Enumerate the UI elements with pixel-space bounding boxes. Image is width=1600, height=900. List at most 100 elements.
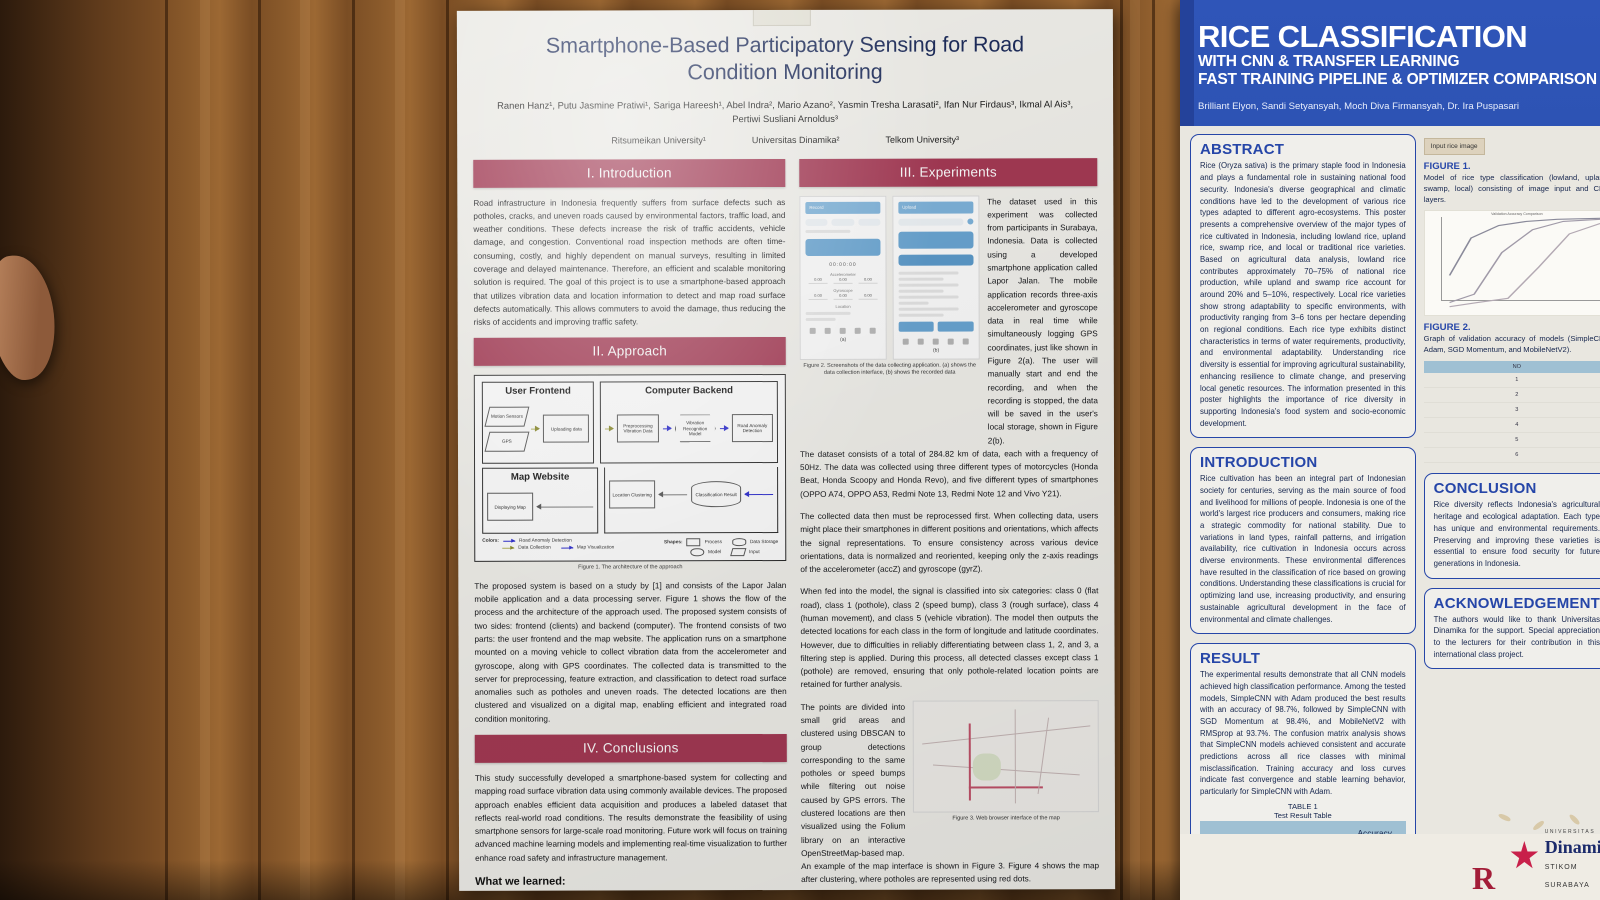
section-header-conclusions: IV. Conclusions [474, 734, 787, 763]
approach-text: The proposed system is based on a study … [474, 580, 787, 724]
app-label-b: (b) [932, 347, 940, 354]
introduction-text: Road infrastructure in Indonesia frequen… [473, 197, 786, 327]
shape-process-icon [686, 538, 701, 547]
shape-input-icon [729, 548, 747, 557]
app-record-header: Record [805, 201, 881, 214]
poster-road-authors: Ranen Hanz¹, Putu Jasmine Pratiwi¹, Sari… [497, 98, 1074, 125]
result-heading: RESULT [1200, 650, 1261, 668]
experiments-classes-text: When fed into the model, the signal is c… [800, 586, 1099, 690]
diagram-node-classification-result: Classification Result [691, 481, 742, 508]
diagram-arrow [605, 428, 614, 430]
figure-2-label: FIGURE 2. [1423, 322, 1471, 334]
conclusions-text: This study successfully developed a smar… [474, 773, 788, 863]
figure-1-label: FIGURE 1. [1423, 161, 1471, 173]
tape-strip [752, 9, 811, 27]
app-label-a: (a) [840, 336, 847, 343]
mini-th-no: NO [1423, 361, 1600, 374]
app-bottom-nav[interactable] [806, 327, 881, 334]
diagram-arrow [530, 428, 540, 430]
shape-data-storage-icon [731, 538, 746, 547]
diagram-arrow [662, 428, 671, 430]
affiliation-3: Telkom University³ [885, 134, 959, 145]
result-text: The experimental results demonstrate tha… [1200, 670, 1406, 797]
dinamika-footer-logo: UNIVERSITAS Dinamika STIKOM SURABAYA [1510, 820, 1600, 892]
app-upload-header: Upload [898, 201, 974, 214]
section-header-introduction: I. Introduction [473, 158, 786, 188]
poster-rice-classification: RICE CLASSIFICATION WITH CNN & TRANSFER … [1180, 0, 1600, 900]
chart-title: Validation Accuracy Comparison [1491, 212, 1543, 217]
affiliation-2: Universitas Dinamika² [751, 134, 840, 145]
acknowledgement-heading: ACKNOWLEDGEMENT [1433, 594, 1600, 612]
introduction-heading: INTRODUCTION [1200, 454, 1318, 472]
figure-2-description: Graph of validation accuracy of models (… [1423, 334, 1600, 355]
figure-3-map [913, 699, 1099, 813]
mini-row: 5 [1423, 432, 1600, 449]
legend-color-2: Data Collection [518, 545, 551, 552]
mini-row: 2 [1423, 387, 1600, 404]
diagram-arrow [719, 428, 728, 430]
conclusion-heading: CONCLUSION [1433, 480, 1537, 498]
introduction-box: INTRODUCTION Rice cultivation has been a… [1190, 447, 1416, 635]
conclusion-text: Rice diversity reflects Indonesia's agri… [1433, 500, 1600, 568]
legend-colors-label: Colors: [482, 539, 500, 545]
mini-table: NO 1 2 3 4 5 6 [1423, 361, 1600, 464]
acknowledgement-box: ACKNOWLEDGEMENT The authors would like t… [1423, 587, 1600, 670]
experiments-dataset-text: The dataset consists of a total of 284.8… [799, 449, 1099, 499]
diagram-node-location-clustering: Location Clustering [609, 480, 656, 509]
abstract-text: Rice (Oryza sativa) is the primary stapl… [1200, 161, 1406, 428]
diagram-node-uploading: Uploading data [543, 414, 590, 444]
poster-road-affiliations: Ritsumeikan University¹ Universitas Dina… [473, 125, 1097, 146]
diagram-backend-box: Computer Backend Preprocessing Vibration… [600, 381, 779, 464]
experiments-intro-text: The dataset used in this experiment was … [987, 196, 1098, 446]
app-file-input-button[interactable] [898, 231, 974, 249]
poster-rice-footer: R UNIVERSITAS Dinamika STIKOM SURABAYA [1180, 829, 1600, 900]
affiliation-1: Ritsumeikan University¹ [611, 134, 706, 146]
poster-rice-title: RICE CLASSIFICATION [1198, 19, 1528, 54]
mini-row: 4 [1423, 417, 1600, 434]
diagram-node-preprocessing: Preprocessing Vibration Data [617, 414, 659, 443]
poster-rice-right-column: Input rice image FIGURE 1. Model of rice… [1423, 134, 1600, 900]
figure-3-caption: Figure 3. Web browser interface of the m… [952, 814, 1060, 822]
mini-row: 3 [1423, 402, 1600, 419]
introduction-text: Rice cultivation has been an integral pa… [1200, 474, 1406, 624]
abstract-box: ABSTRACT Rice (Oryza sativa) is the prim… [1190, 134, 1416, 439]
app-timer: 00:00:00 [829, 261, 857, 268]
poster-road-condition: Smartphone-Based Participatory Sensing f… [456, 9, 1116, 891]
diagram-backend-title: Computer Backend [645, 385, 734, 397]
acknowledgement-text: The authors would like to thank Universi… [1433, 614, 1600, 659]
experiments-map-interface-text: An example of the map interface is shown… [801, 861, 1100, 885]
app-location-label: Location [835, 303, 851, 309]
diagram-arrow [537, 506, 594, 508]
poster-road-left-column: I. Introduction Road infrastructure in I… [473, 158, 788, 891]
poster-road-right-column: III. Experiments Record 00:00:00 Acceler… [799, 157, 1100, 891]
footer-stikom: STIKOM SURABAYA [1544, 864, 1590, 889]
diagram-node-gps: GPS [484, 431, 530, 452]
table-1-title: TABLE 1 Test Result Table [1200, 802, 1406, 820]
abstract-heading: ABSTRACT [1200, 141, 1285, 159]
diagram-frontend-box: User Frontend Motion Sensors GPS Uploadi… [481, 381, 595, 465]
legend-shapes-label: Shapes: [663, 540, 683, 546]
ritsumeikan-r-logo: R [1472, 860, 1496, 897]
legend-shape-3: Model [707, 550, 722, 556]
section-header-experiments: III. Experiments [799, 157, 1098, 187]
legend-color-1: Road Anomaly Detection [519, 538, 572, 545]
poster-rice-left-column: ABSTRACT Rice (Oryza sativa) is the prim… [1190, 134, 1416, 900]
input-rice-image-chip: Input rice image [1423, 138, 1485, 156]
figure-1-description: Model of rice type classification (lowla… [1423, 173, 1600, 205]
app-action-buttons[interactable] [898, 321, 974, 332]
experiments-preprocess-text: The collected data then must be reproces… [800, 511, 1099, 575]
app-bottom-nav[interactable] [899, 338, 974, 345]
poster-rice-subtitle-1: WITH CNN & TRANSFER LEARNING [1198, 52, 1460, 70]
what-we-learned-heading: What we learned: [475, 875, 566, 888]
diagram-frontend-title: User Frontend [505, 385, 571, 398]
diagram-map-website-box: Map Website Displaying Map [482, 467, 599, 535]
footer-universitas: UNIVERSITAS [1544, 829, 1596, 835]
diagram-map-title: Map Website [510, 471, 570, 484]
experiments-dbscan-text: The points are divided into small grid a… [800, 702, 906, 858]
figure-1-caption: Figure 1. The architecture of the approa… [578, 564, 683, 571]
conclusion-box: CONCLUSION Rice diversity reflects Indon… [1423, 473, 1600, 579]
diagram-legend: Colors: Road Anomaly Detection Data Coll… [482, 538, 778, 557]
app-request-data-list-button[interactable] [898, 254, 974, 266]
diagram-node-vibration-model: Vibration Recognition Model [675, 415, 716, 443]
app-start-button[interactable] [805, 238, 881, 256]
